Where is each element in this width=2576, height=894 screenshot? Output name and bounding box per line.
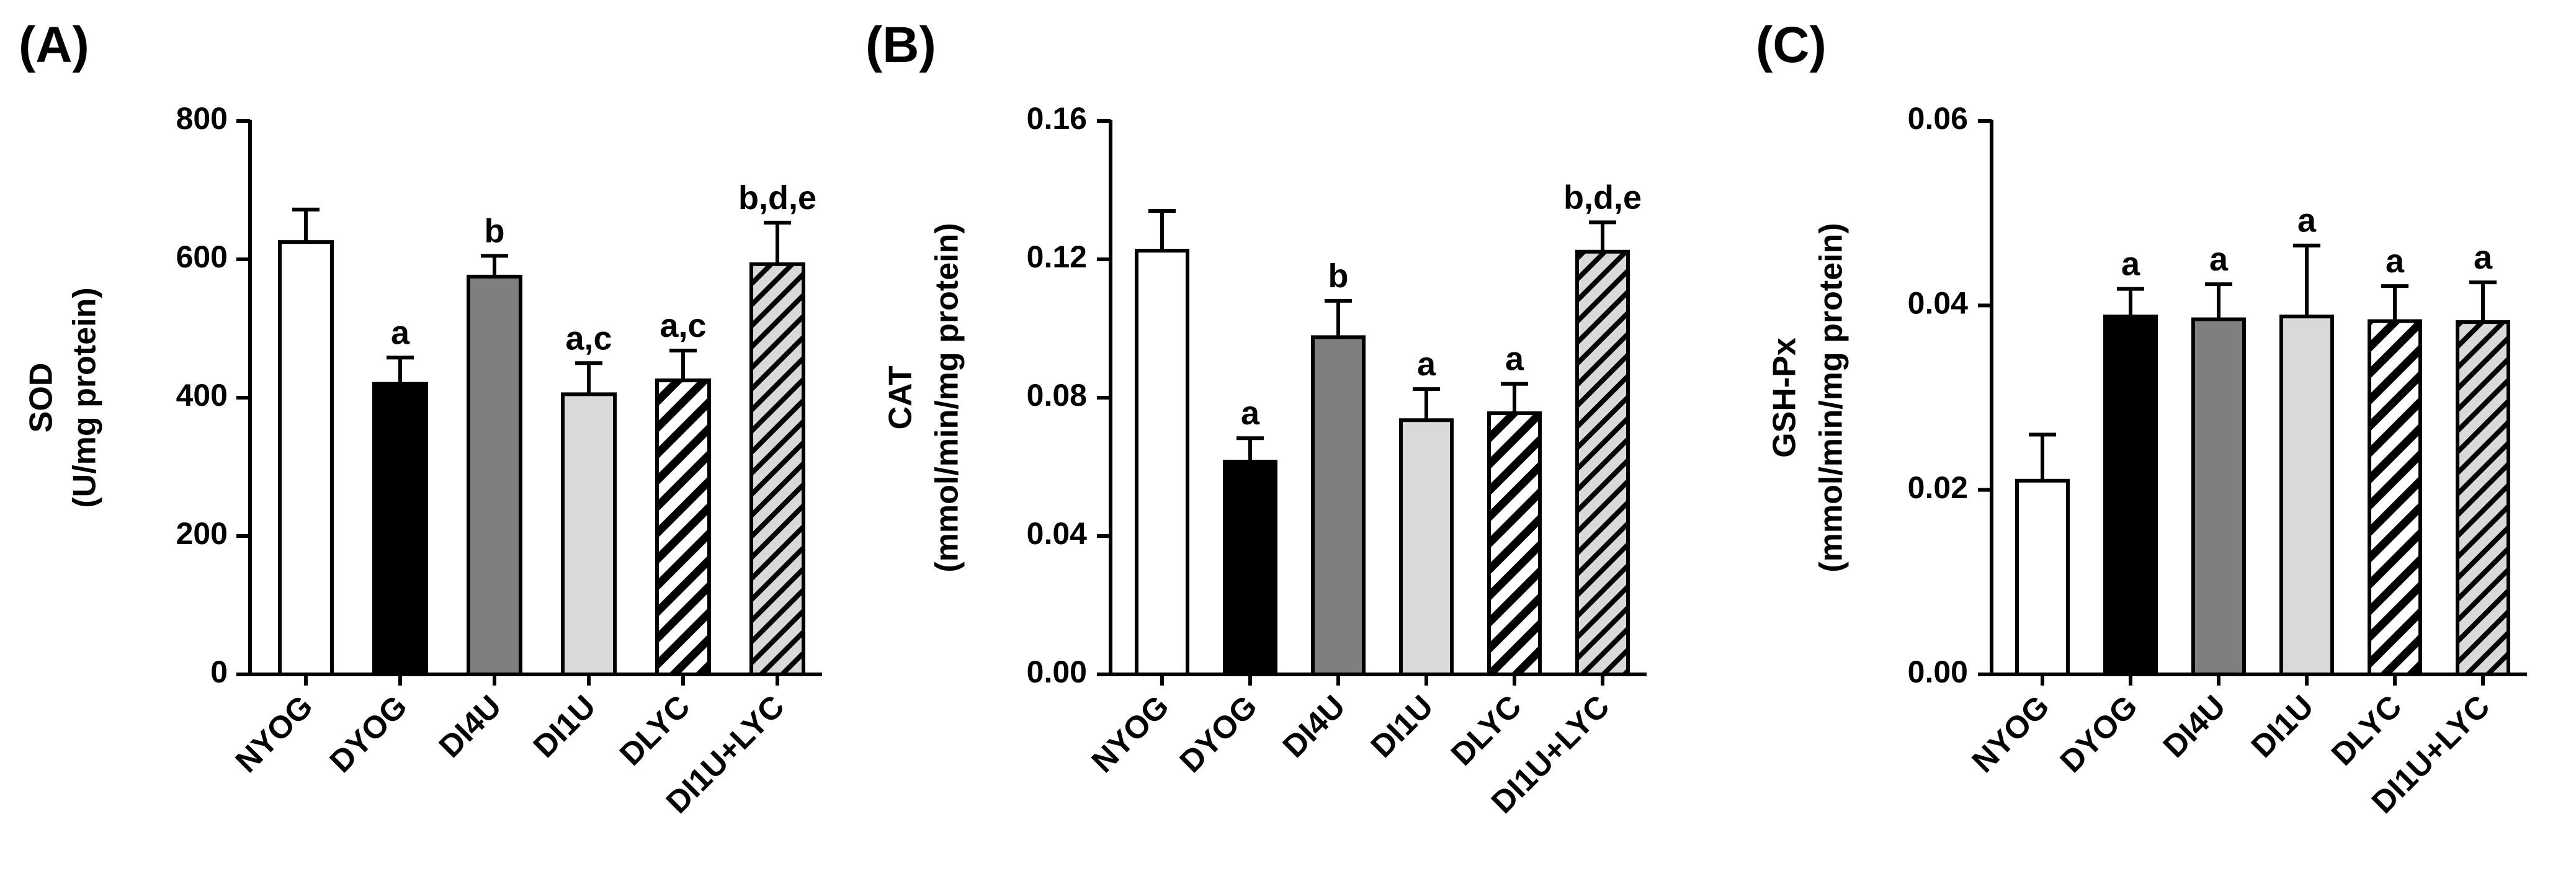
bar <box>2191 317 2246 676</box>
y-tick-label: 200 <box>176 516 228 551</box>
category-label: DYOG <box>1173 688 1264 779</box>
category-label: DLYC <box>1444 688 1528 772</box>
bar <box>1487 411 1542 677</box>
y-axis-unit: (mmol/min/mg protein) <box>1813 223 1849 572</box>
y-tick-label: 0.00 <box>1908 655 1968 689</box>
bar <box>2368 319 2422 676</box>
category-label: NYOG <box>1085 688 1176 779</box>
y-axis-unit: (mmol/min/mg protein) <box>929 223 965 572</box>
y-tick-label: 400 <box>176 378 228 413</box>
significance-label: a <box>2386 243 2405 280</box>
significance-label: a,c <box>565 320 612 357</box>
category-label: DI4U <box>432 688 508 764</box>
significance-label: a <box>1241 395 1260 432</box>
bar <box>2456 320 2510 676</box>
category-label: DI1U <box>1364 688 1439 764</box>
y-tick-label: 0 <box>210 655 228 689</box>
y-axis-title: GSH-Px <box>1767 337 1803 458</box>
significance-label: a <box>2474 239 2493 276</box>
category-label: DI1U <box>526 688 602 764</box>
bar <box>1399 418 1454 676</box>
category-label: DLYC <box>613 688 697 772</box>
category-label: DYOG <box>2053 688 2144 779</box>
significance-label: a <box>1417 346 1436 383</box>
panel-2: (C) GSH-Px (mmol/min/mg protein) 0.00 0.02 0.… <box>1756 17 2527 820</box>
significance-label: b <box>1328 257 1349 295</box>
category-label: DI1U <box>2244 688 2320 764</box>
significance-label: b,d,e <box>1563 179 1642 216</box>
panel-label: (A) <box>19 17 89 73</box>
y-tick-label: 800 <box>176 101 228 136</box>
bar <box>1311 335 1366 676</box>
panel-label: (C) <box>1756 17 1827 73</box>
category-label: DI4U <box>2156 688 2232 764</box>
bar <box>1575 249 1630 676</box>
bar <box>467 274 522 676</box>
category-label: NYOG <box>1965 688 2056 779</box>
significance-label: b,d,e <box>738 179 816 217</box>
significance-label: a,c <box>660 307 706 344</box>
bar <box>278 240 334 676</box>
y-tick-label: 0.08 <box>1027 378 1087 413</box>
y-tick-label: 0.16 <box>1027 101 1087 136</box>
bar <box>2103 315 2158 676</box>
category-label: NYOG <box>228 688 320 779</box>
significance-label: a <box>2209 241 2229 278</box>
bar <box>372 382 428 676</box>
y-axis-title: SOD <box>24 363 60 433</box>
category-label: DLYC <box>2325 688 2408 772</box>
y-tick-label: 0.02 <box>1908 470 1968 505</box>
significance-label: a <box>2121 246 2140 283</box>
bar <box>1135 249 1189 676</box>
y-tick-label: 0.04 <box>1908 286 1969 321</box>
bar <box>561 392 617 676</box>
bar <box>2015 478 2070 676</box>
significance-label: a <box>2297 202 2317 239</box>
bar <box>2279 315 2334 676</box>
bar <box>1223 460 1277 676</box>
y-tick-label: 0.00 <box>1027 655 1087 689</box>
y-tick-label: 0.04 <box>1027 516 1088 551</box>
chart-root: (A) SOD (U/mg protein) 0 200 400 600 800 NYOG a DY… <box>19 17 2527 820</box>
category-label: DYOG <box>323 688 414 779</box>
bar <box>749 262 805 676</box>
y-tick-label: 0.06 <box>1908 101 1968 136</box>
panel-1: (B) CAT (mmol/min/mg protein) 0.00 0.04 0.08 0… <box>865 17 1647 820</box>
category-label: DI4U <box>1276 688 1351 764</box>
y-tick-label: 600 <box>176 239 228 274</box>
panel-0: (A) SOD (U/mg protein) 0 200 400 600 800 NYOG a DY… <box>19 17 822 820</box>
bar <box>655 378 711 676</box>
y-axis-unit: (U/mg protein) <box>67 287 103 507</box>
significance-label: a <box>391 314 410 351</box>
y-tick-label: 0.12 <box>1027 239 1087 274</box>
significance-label: a <box>1505 341 1524 378</box>
y-axis-title: CAT <box>883 365 919 429</box>
significance-label: b <box>485 212 505 249</box>
panel-label: (B) <box>865 17 936 73</box>
